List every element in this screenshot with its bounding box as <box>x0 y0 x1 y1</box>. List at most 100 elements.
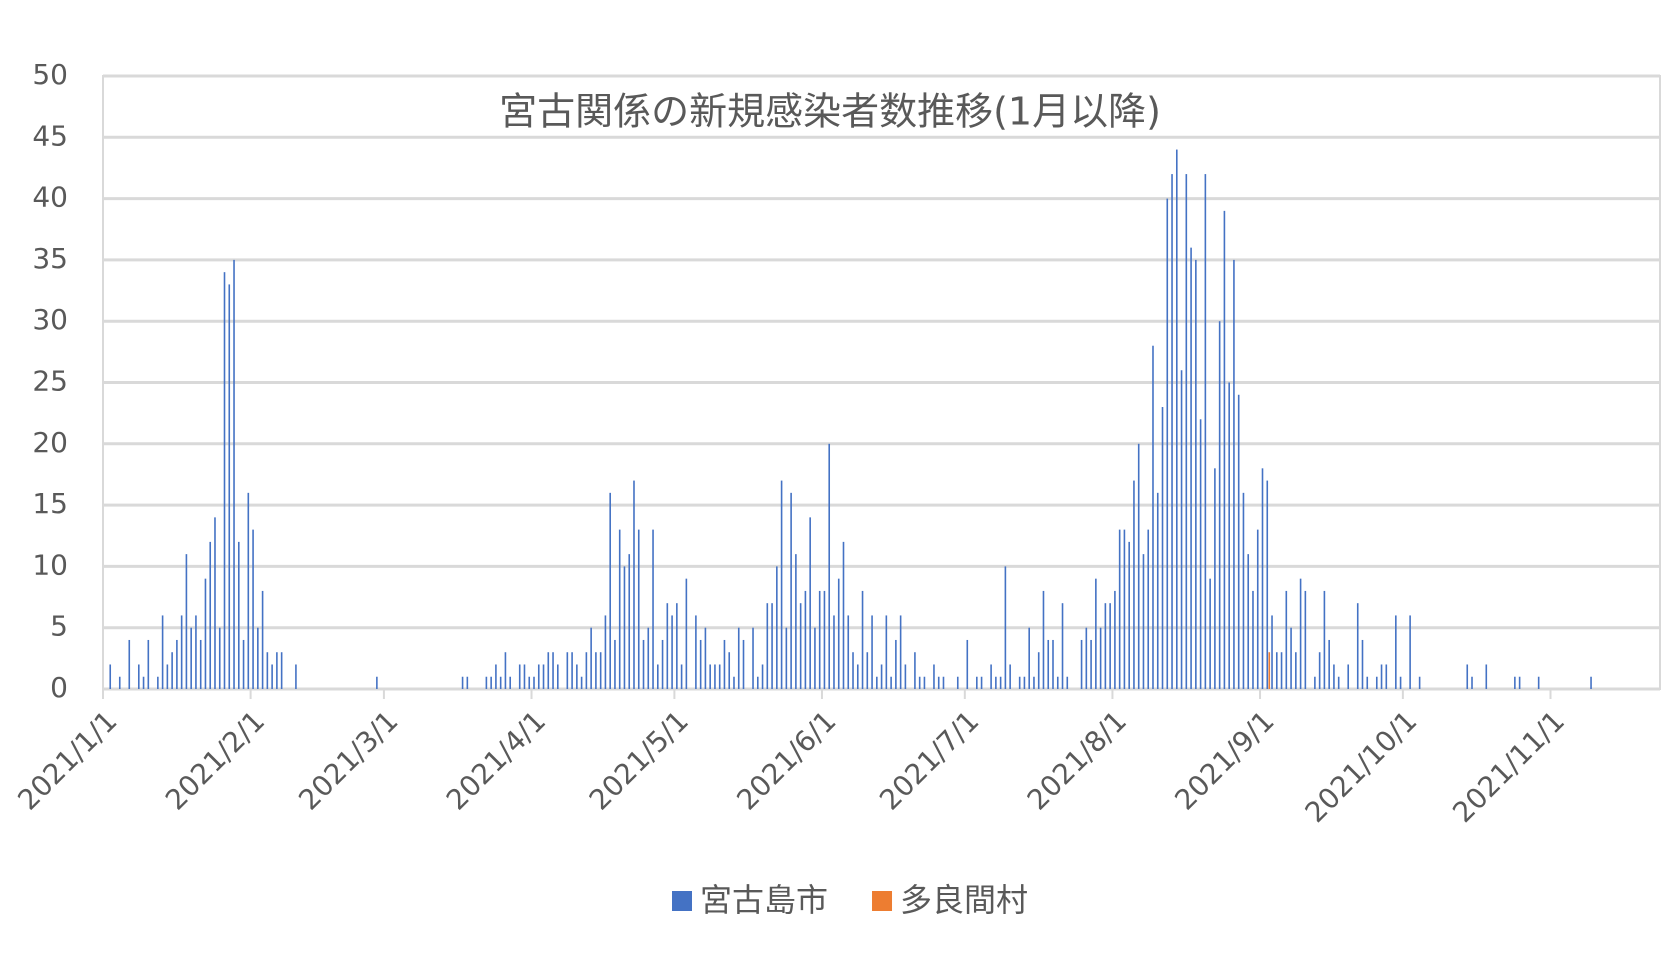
bar <box>1042 590 1045 689</box>
bar <box>861 590 864 689</box>
bar <box>233 259 235 689</box>
bar <box>1095 578 1097 689</box>
bar <box>566 652 569 689</box>
bar <box>1285 590 1288 689</box>
bar <box>856 664 859 689</box>
bar <box>1128 541 1130 689</box>
bar <box>228 284 231 689</box>
bar <box>1161 407 1164 689</box>
bar <box>1280 652 1283 689</box>
bar <box>576 664 578 689</box>
bar <box>709 664 711 689</box>
bar <box>533 676 535 689</box>
bar <box>252 529 254 689</box>
bar <box>185 554 188 689</box>
y-tick-label: 30 <box>32 303 68 336</box>
bar <box>718 664 721 689</box>
bar <box>1109 603 1111 689</box>
bar <box>485 676 488 689</box>
bar <box>661 639 664 689</box>
bar <box>1395 615 1397 689</box>
bar <box>1099 627 1102 689</box>
bar <box>580 676 583 689</box>
bar <box>214 517 216 689</box>
bar <box>714 664 716 689</box>
bar <box>209 541 212 689</box>
bar <box>904 664 907 689</box>
bar <box>790 492 792 689</box>
bar <box>995 676 997 689</box>
bar <box>528 676 531 689</box>
bar <box>1537 676 1540 689</box>
bar <box>1090 639 1092 689</box>
bar <box>842 541 845 689</box>
legend-swatch <box>672 891 692 911</box>
bar <box>1214 468 1216 689</box>
bar <box>1047 639 1050 689</box>
bar <box>509 676 511 689</box>
bar <box>237 541 240 689</box>
bar <box>1080 639 1083 689</box>
bar <box>723 639 726 689</box>
bar <box>676 603 678 689</box>
bar <box>1318 652 1321 689</box>
bar <box>618 529 621 689</box>
bar <box>966 639 969 689</box>
bar <box>1366 676 1369 689</box>
bar <box>923 676 926 689</box>
bar <box>180 615 183 689</box>
bar <box>1256 529 1259 689</box>
bar <box>1028 627 1030 689</box>
bar <box>1466 664 1469 689</box>
bar <box>1268 652 1271 689</box>
bar <box>223 272 226 689</box>
bar <box>1204 174 1207 689</box>
bar <box>590 627 592 689</box>
bar <box>795 554 797 689</box>
bar <box>495 664 497 689</box>
legend: 宮古島市 多良間村 <box>672 881 1028 919</box>
bar <box>1033 676 1035 689</box>
bar <box>899 615 902 689</box>
bar <box>990 664 992 689</box>
bar <box>1023 676 1026 689</box>
bar <box>771 603 773 689</box>
bar <box>1228 382 1230 689</box>
bar <box>266 652 269 689</box>
bar <box>914 652 916 689</box>
bar <box>276 652 278 689</box>
bar <box>585 652 588 689</box>
chart-title: 宮古関係の新規感染者数推移(1月以降) <box>499 90 1161 134</box>
bar <box>680 664 683 689</box>
bar <box>1518 676 1521 689</box>
bar <box>1514 676 1516 689</box>
bar <box>704 627 707 689</box>
bar <box>552 652 554 689</box>
bar <box>895 639 897 689</box>
bar <box>780 480 783 689</box>
bar <box>833 615 835 689</box>
bar <box>823 590 826 689</box>
bar <box>1233 259 1235 689</box>
y-tick-label: 15 <box>32 487 68 520</box>
bar <box>1275 652 1278 689</box>
bar <box>1323 590 1326 689</box>
bar <box>1399 676 1402 689</box>
bar <box>871 615 873 689</box>
bar <box>1314 676 1316 689</box>
bar <box>1118 529 1121 689</box>
bar <box>1180 370 1183 689</box>
bar <box>261 590 264 689</box>
bar <box>623 566 626 689</box>
y-tick-label: 35 <box>32 242 68 275</box>
bar <box>1290 627 1292 689</box>
bar <box>752 627 754 689</box>
bar <box>799 603 802 689</box>
bar <box>761 664 764 689</box>
bar <box>1142 554 1145 689</box>
bar <box>1304 590 1307 689</box>
bar <box>1166 198 1169 689</box>
bar <box>271 664 273 689</box>
bar <box>1199 419 1202 689</box>
